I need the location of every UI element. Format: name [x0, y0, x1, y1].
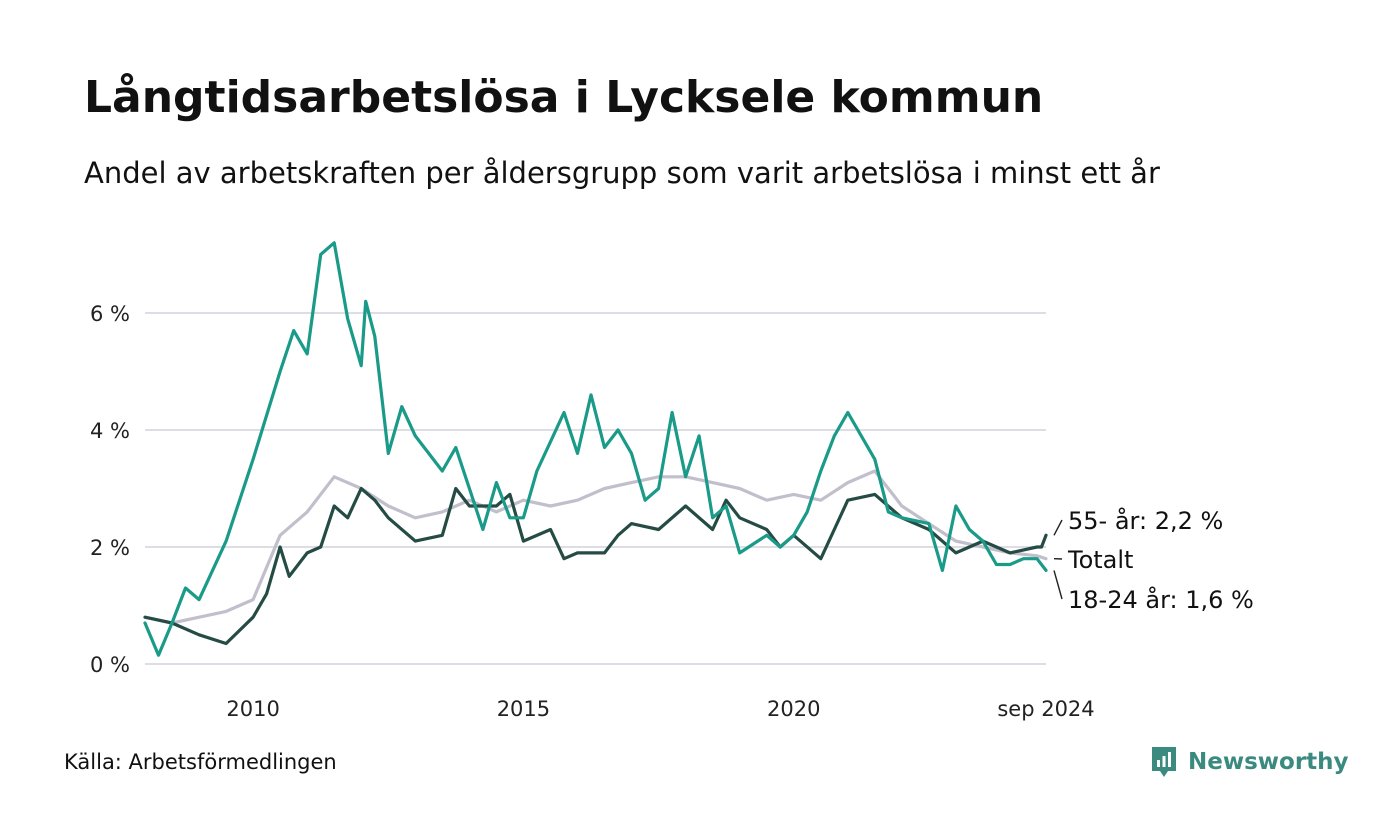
brand-name: Newsworthy [1188, 749, 1349, 775]
x-tick-label: 2010 [226, 697, 279, 721]
x-axis-ticks: 2010 2015 2020 sep 2024 [226, 697, 1094, 721]
chart-subtitle: Andel av arbetskraften per åldersgrupp s… [84, 156, 1160, 190]
series-line-age1824 [143, 241, 1048, 657]
x-tick-label: 2015 [497, 697, 550, 721]
brand-logo[interactable]: Newsworthy [1150, 744, 1349, 780]
series-line-totalt [143, 469, 1048, 625]
end-label-totalt: Totalt [1067, 546, 1133, 574]
y-tick-label: 4 % [90, 419, 130, 443]
end-label-age55: 55- år: 2,2 % [1068, 506, 1223, 535]
end-labels: Totalt 55- år: 2,2 % 18-24 år: 1,6 % [1053, 506, 1254, 614]
y-tick-label: 6 % [90, 302, 130, 326]
y-axis-ticks: 0 % 2 % 4 % 6 % [90, 302, 130, 677]
leader-line-age1824 [1053, 570, 1063, 600]
gridlines [145, 312, 1046, 665]
series-lines [143, 241, 1048, 657]
chart-title: Långtidsarbetslösa i Lycksele kommun [84, 72, 1044, 123]
y-tick-label: 0 % [90, 653, 130, 677]
leader-line-age55 [1053, 519, 1063, 536]
y-tick-label: 2 % [90, 536, 130, 560]
x-tick-label: 2020 [767, 697, 820, 721]
source-note: Källa: Arbetsförmedlingen [64, 750, 337, 774]
x-tick-label: sep 2024 [997, 697, 1094, 721]
end-label-age1824: 18-24 år: 1,6 % [1068, 585, 1254, 614]
newsworthy-logo-icon [1152, 747, 1176, 777]
series-line-age55 [143, 486, 1048, 646]
